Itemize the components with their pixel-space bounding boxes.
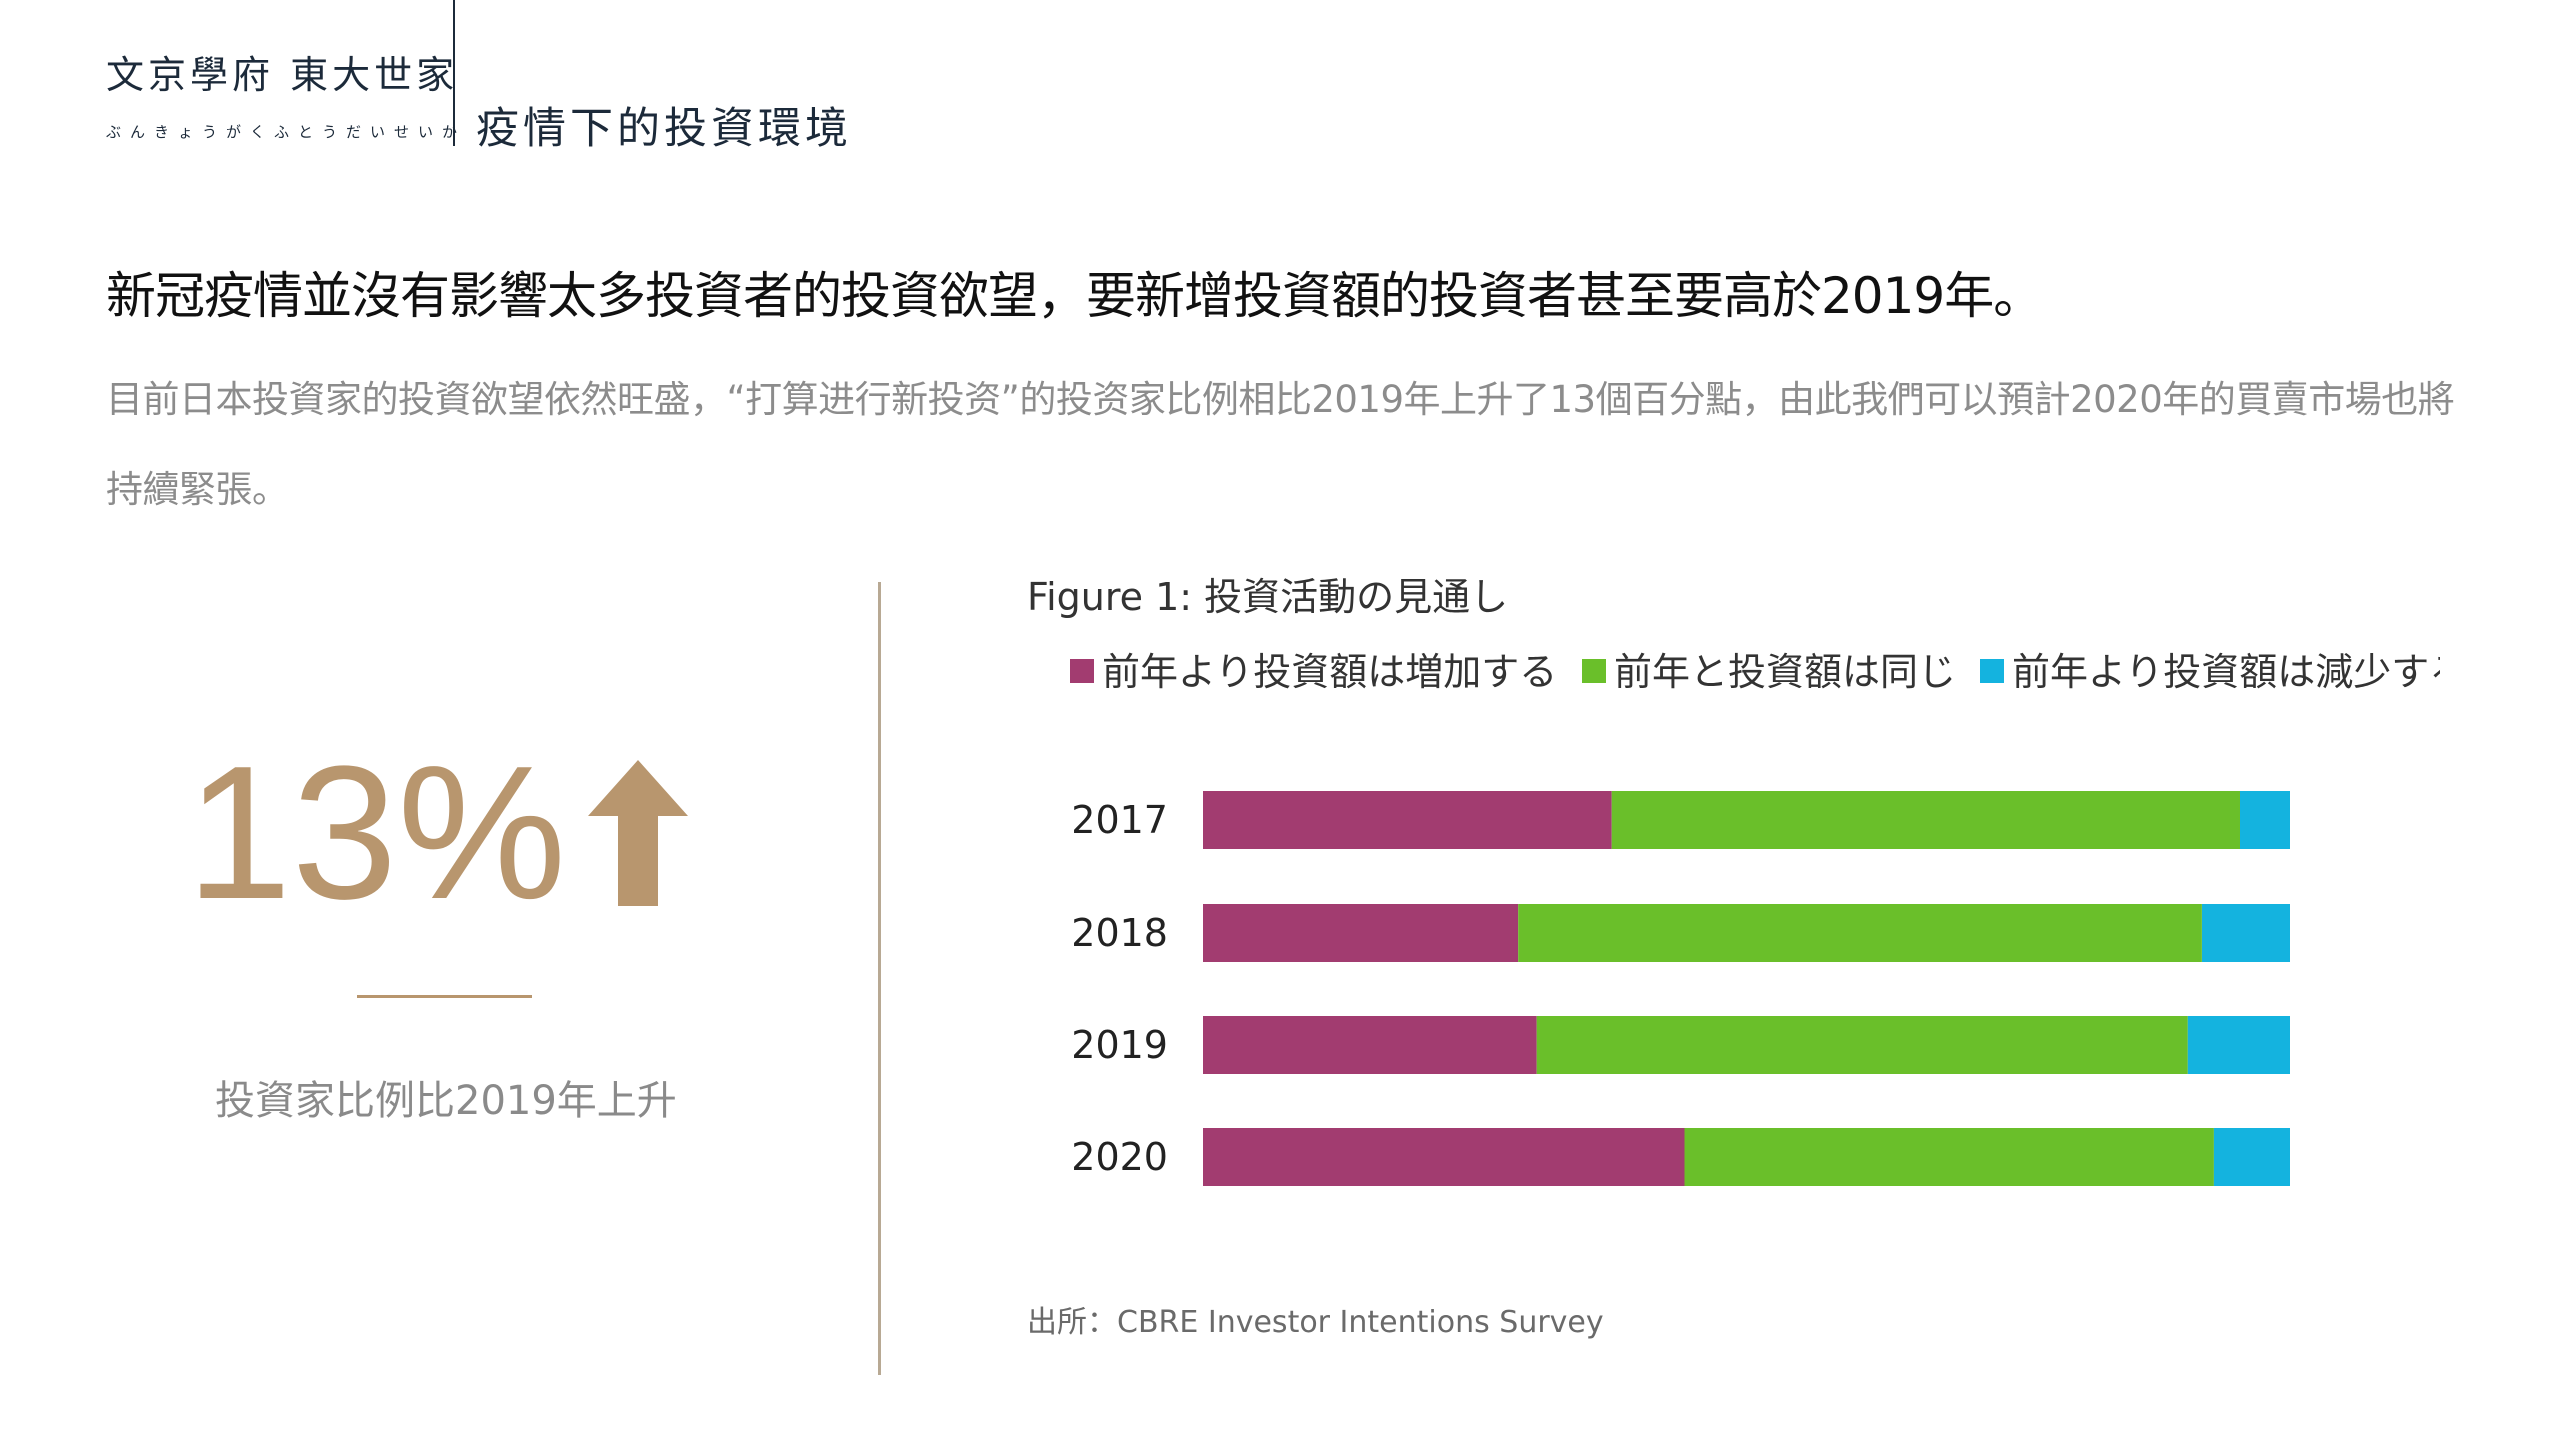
bar-2018-series-1: [1518, 904, 2202, 962]
bar-2018-series-2: [2202, 904, 2290, 962]
bar-2020-series-1: [1684, 1128, 2214, 1186]
brand-logo: 文京學府 東大世家 ぶんきょうがくふとうだいせいか: [106, 44, 467, 142]
bar-2019-series-2: [2187, 1016, 2290, 1074]
chart-title: Figure 1: 投資活動の見通し: [1027, 575, 1508, 619]
vertical-divider: [878, 582, 881, 1375]
brand-subtitle: ぶんきょうがくふとうだいせいか: [106, 123, 467, 141]
y-tick-label-2020: 2020: [1071, 1135, 1168, 1179]
chart-bars: [1203, 791, 2290, 1186]
headline: 新冠疫情並沒有影響太多投資者的投資欲望，要新增投資額的投資者甚至要高於2019年…: [106, 267, 2043, 325]
bar-2017-series-1: [1611, 791, 2240, 849]
chart-y-ticks: 2017 2018 2019 2020: [1071, 798, 1168, 1179]
stat-caption: 投資家比例比2019年上升: [215, 1078, 677, 1124]
bar-2019-series-1: [1536, 1016, 2188, 1074]
section-title: 疫情下的投資環境: [476, 104, 852, 154]
stat-value: 13%: [186, 727, 567, 939]
chart-legend: 前年より投資額は増加する 前年と投資額は同じ 前年より投資額は減少する: [1070, 650, 2440, 694]
bar-2018-series-0: [1203, 904, 1519, 962]
y-tick-label-2018: 2018: [1071, 911, 1168, 955]
y-tick-label-2019: 2019: [1071, 1023, 1168, 1067]
chart-source: 出所：CBRE Investor Intentions Survey: [1027, 1305, 1604, 1340]
header-divider: [453, 0, 455, 146]
legend-label-1: 前年と投資額は同じ: [1614, 650, 1956, 694]
y-tick-label-2017: 2017: [1071, 798, 1168, 842]
body-paragraph: 目前日本投資家的投資欲望依然旺盛，“打算进行新投资”的投资家比例相比2019年上…: [106, 378, 2455, 511]
legend-swatch-2: [1980, 659, 2004, 683]
stacked-bar-chart: Figure 1: 投資活動の見通し 前年より投資額は増加する 前年と投資額は同じ…: [1027, 575, 2440, 1186]
brand-title: 文京學府 東大世家: [106, 53, 459, 97]
stat-underline: [357, 995, 532, 998]
bar-2020-series-2: [2213, 1128, 2290, 1186]
bar-2020-series-0: [1203, 1128, 1685, 1186]
bar-2017-series-2: [2240, 791, 2290, 849]
up-arrow-icon: [588, 760, 688, 906]
legend-label-0: 前年より投資額は増加する: [1102, 650, 1557, 694]
bar-2017-series-0: [1203, 791, 1612, 849]
bar-2019-series-0: [1203, 1016, 1537, 1074]
legend-label-2: 前年より投資額は減少する: [2012, 650, 2440, 694]
legend-swatch-0: [1070, 659, 1094, 683]
legend-swatch-1: [1582, 659, 1606, 683]
